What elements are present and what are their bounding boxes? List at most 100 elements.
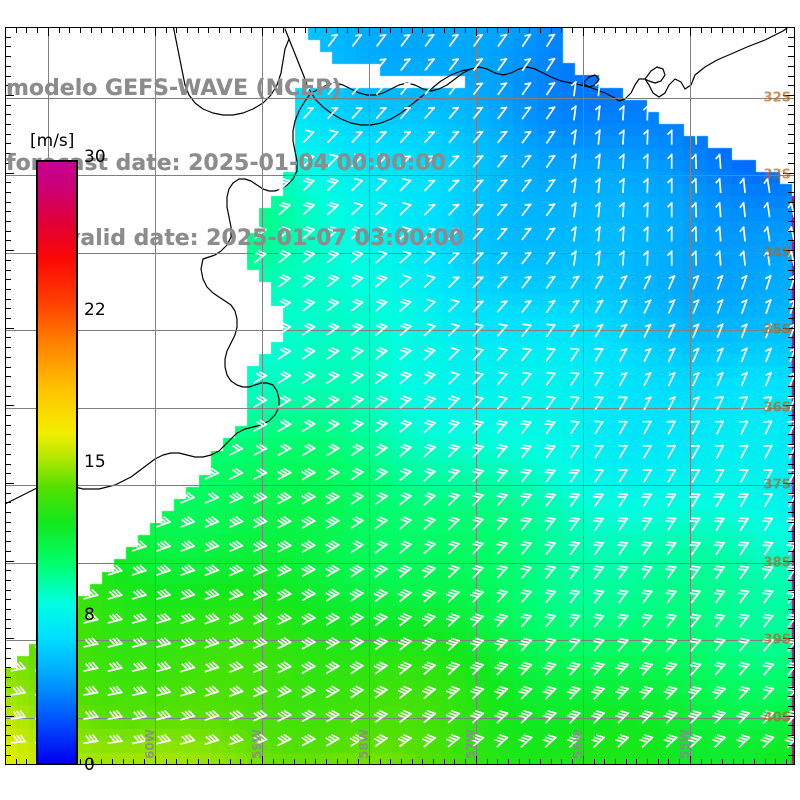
axis-tick-minor xyxy=(5,318,11,319)
wind-barb xyxy=(713,565,726,580)
valid-date: valid date: 2025-01-07 03:00:00 xyxy=(66,226,464,251)
wind-barb xyxy=(689,541,701,556)
axis-tick-minor xyxy=(326,759,327,765)
wind-barb xyxy=(448,155,460,168)
wind-barb xyxy=(350,201,364,216)
wind-barb xyxy=(545,57,556,72)
wind-barb xyxy=(448,179,460,192)
wind-barb xyxy=(253,491,268,505)
wind-barb xyxy=(423,227,436,240)
axis-tick-minor xyxy=(390,759,392,765)
wind-barb xyxy=(447,227,460,241)
axis-tick-minor xyxy=(788,570,795,572)
axis-tick-minor xyxy=(700,759,702,765)
wind-barb xyxy=(496,371,508,386)
wind-barb xyxy=(278,249,291,264)
axis-tick-minor xyxy=(788,143,795,145)
wind-barb xyxy=(447,564,461,579)
axis-tick-minor xyxy=(788,221,795,222)
axis-tick-minor xyxy=(5,541,11,543)
wind-barb xyxy=(736,710,751,724)
wind-barb xyxy=(496,419,508,434)
axis-tick-minor xyxy=(788,85,795,87)
wind-barb xyxy=(570,177,577,194)
axis-tick-minor xyxy=(5,385,11,387)
axis-tick-minor xyxy=(5,279,11,281)
wind-barb xyxy=(592,565,605,580)
axis-tick-minor xyxy=(788,269,795,271)
wind-barb xyxy=(252,637,268,650)
wind-barb xyxy=(470,661,485,676)
axis-tick-minor xyxy=(5,104,11,106)
axis-tick-minor xyxy=(165,27,167,33)
wind-barb xyxy=(521,371,532,386)
wind-barb xyxy=(374,443,388,457)
wind-barb xyxy=(374,346,388,361)
wind-barb xyxy=(520,468,532,483)
wind-barb xyxy=(642,153,649,169)
axis-tick-minor xyxy=(5,676,11,678)
wind-barb xyxy=(302,129,315,144)
wind-barb xyxy=(399,395,412,409)
axis-tick-minor xyxy=(5,240,11,242)
wind-barb xyxy=(349,661,364,675)
wind-barb xyxy=(204,540,220,553)
wind-barb xyxy=(762,637,775,652)
axis-tick-minor xyxy=(788,162,795,164)
wind-barb xyxy=(301,612,316,626)
wind-barb xyxy=(350,177,364,192)
axis-tick-minor xyxy=(293,27,295,33)
wind-barb xyxy=(570,226,577,242)
axis-tick-minor xyxy=(540,27,541,33)
wind-barb xyxy=(375,130,388,144)
wind-barb xyxy=(496,227,508,241)
latitude-label: 39S xyxy=(763,632,791,648)
wind-barb xyxy=(568,637,581,652)
wind-barb xyxy=(639,661,654,676)
wind-barb xyxy=(665,517,677,532)
wind-barb xyxy=(521,275,532,289)
wind-barb xyxy=(763,420,773,435)
wind-barb xyxy=(667,371,676,387)
axis-tick-minor xyxy=(15,759,17,765)
wind-barb xyxy=(616,493,629,507)
wind-barb xyxy=(592,517,605,531)
axis-tick-minor xyxy=(788,512,795,513)
wind-barb xyxy=(592,492,605,507)
wind-barb xyxy=(204,636,220,649)
wind-barb xyxy=(350,540,364,554)
axis-tick-minor xyxy=(5,686,11,688)
wind-barb xyxy=(566,685,581,700)
axis-tick-minor xyxy=(5,725,11,727)
wind-barb xyxy=(447,371,461,386)
wind-barb xyxy=(641,637,654,652)
wind-barb xyxy=(349,612,364,626)
wind-barb xyxy=(228,685,244,698)
wind-barb xyxy=(351,130,363,144)
wind-barb xyxy=(253,419,268,432)
axis-tick-minor xyxy=(443,27,445,33)
wind-barb xyxy=(351,106,363,120)
wind-barb xyxy=(351,153,364,168)
wind-barb xyxy=(764,371,773,387)
wind-barb xyxy=(350,419,364,433)
wind-barb xyxy=(568,541,581,556)
axis-tick-minor xyxy=(443,759,445,765)
axis-tick-minor xyxy=(788,541,795,543)
colorbar[interactable] xyxy=(36,160,78,765)
axis-tick-minor xyxy=(37,27,39,33)
axis-tick-minor xyxy=(788,589,795,591)
axis-tick-minor xyxy=(788,453,795,455)
axis-tick-minor xyxy=(788,395,795,397)
wind-barb xyxy=(301,709,316,723)
axis-tick-minor xyxy=(518,27,520,33)
wind-barb xyxy=(399,516,412,530)
wind-barb xyxy=(421,733,437,748)
wind-barb xyxy=(374,516,388,530)
axis-tick-minor xyxy=(788,434,795,436)
wind-barb xyxy=(544,444,556,459)
wind-barb xyxy=(204,661,220,673)
wind-barb xyxy=(762,661,775,676)
axis-tick-minor xyxy=(5,124,11,125)
